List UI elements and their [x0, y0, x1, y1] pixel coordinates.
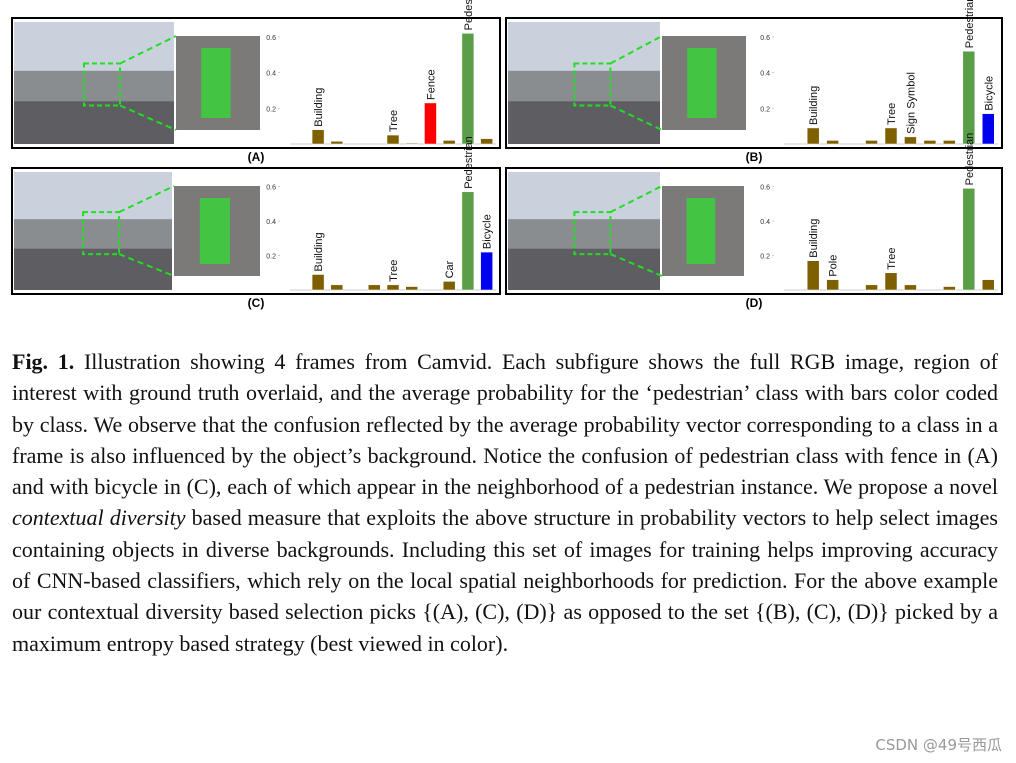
bar — [405, 142, 418, 145]
bar — [806, 260, 820, 291]
bar — [405, 286, 418, 291]
bar — [442, 140, 456, 145]
bar-category-label: Bicycle — [482, 214, 494, 249]
overlay — [201, 48, 231, 118]
caption-text: based measure that exploits the above st… — [12, 505, 998, 656]
y-tick-label: 0.4 — [266, 71, 276, 78]
y-tick-label: 0.4 — [760, 71, 770, 78]
panel-label: (B) — [746, 150, 763, 164]
roi-box — [573, 62, 612, 107]
bar-category-label: Car — [444, 260, 456, 278]
bar-category-label: Bicycle — [983, 76, 995, 111]
bar — [923, 140, 937, 145]
bar — [962, 50, 976, 145]
bar — [480, 138, 493, 145]
bar-category-label: Fence — [425, 69, 437, 100]
zoom-line — [118, 185, 175, 214]
bar-category-label: Tree — [886, 248, 898, 270]
bar-category-label: Pedestrian — [964, 133, 976, 186]
roi-box — [83, 62, 121, 107]
y-tick-label: 0.6 — [760, 185, 770, 192]
panel-frame — [505, 167, 1003, 295]
bar — [904, 136, 917, 145]
bar — [943, 286, 956, 291]
y-tick-label: 0.2 — [760, 106, 770, 113]
bar — [962, 188, 976, 291]
road — [508, 248, 660, 290]
road — [14, 101, 174, 144]
panel-label: (D) — [746, 296, 763, 310]
bar-category-label: Building — [313, 88, 325, 127]
photos — [508, 172, 744, 290]
y-tick-label: 0.6 — [266, 185, 276, 192]
caption-label: Fig. 1. — [12, 349, 75, 374]
panel-frame — [11, 17, 501, 149]
bar — [368, 284, 381, 291]
panel-label: (C) — [248, 296, 265, 310]
bar-category-label: Building — [808, 86, 820, 125]
bar — [461, 33, 475, 145]
watermark: CSDN @49号西瓜 — [875, 736, 1002, 754]
y-tick-label: 0.6 — [266, 35, 276, 42]
bar — [480, 251, 493, 291]
overlay — [686, 198, 716, 264]
bar — [461, 191, 475, 291]
road — [14, 248, 172, 290]
panel-frame — [11, 167, 501, 295]
y-tick-label: 0.2 — [760, 254, 770, 261]
bar-category-label: Pedestrian — [463, 0, 475, 30]
bar — [982, 113, 995, 145]
photos — [508, 22, 746, 144]
bar — [982, 279, 995, 291]
bar-category-label: Sign Symbol — [905, 72, 917, 134]
bar — [865, 284, 878, 291]
bar — [311, 274, 325, 291]
y-tick-label: 0.4 — [266, 219, 276, 226]
bar-category-label: Tree — [388, 110, 400, 132]
bar — [826, 140, 839, 145]
bar-category-label: Tree — [388, 260, 400, 282]
y-tick-label: 0.4 — [760, 219, 770, 226]
photos — [14, 172, 260, 290]
bar — [904, 284, 917, 291]
bar — [806, 127, 820, 145]
y-tick-label: 0.2 — [266, 254, 276, 261]
bar — [884, 272, 898, 291]
bar — [386, 134, 400, 145]
bar — [330, 141, 344, 145]
bar-category-label: Pedestrian — [964, 0, 976, 48]
zoom-line — [119, 35, 177, 65]
y-tick-label: 0.2 — [266, 106, 276, 113]
bar-category-label: Pole — [828, 255, 840, 277]
bar — [442, 281, 456, 291]
y-tick-label: 0.6 — [760, 35, 770, 42]
bar — [330, 284, 344, 291]
panel-label: (A) — [248, 150, 265, 164]
caption: Fig. 1. Illustration showing 4 frames fr… — [12, 346, 998, 659]
photos — [14, 22, 260, 144]
bar-category-label: Tree — [886, 103, 898, 125]
overlay — [687, 48, 717, 118]
overlay — [199, 198, 230, 264]
roi-box — [82, 211, 121, 256]
bar — [943, 140, 956, 145]
panel-frame — [505, 17, 1003, 149]
caption-emphasis: contextual diversity — [12, 505, 186, 531]
figure: 0.2 0.4 0.6 Building Tree Fence Pedestrian (A) 0… — [11, 0, 1003, 310]
bar — [386, 284, 400, 291]
bar — [884, 127, 898, 145]
road — [508, 101, 660, 144]
bar-category-label: Pedestrian — [463, 136, 475, 189]
zoom-line — [119, 104, 177, 131]
bar — [865, 140, 878, 145]
roi-box — [573, 211, 612, 256]
caption-text: Illustration showing 4 frames from Camvi… — [12, 349, 998, 500]
bar — [826, 279, 839, 291]
bar-category-label: Building — [808, 219, 820, 258]
bar — [424, 102, 437, 145]
bar — [311, 129, 325, 145]
bar-category-label: Building — [313, 232, 325, 271]
